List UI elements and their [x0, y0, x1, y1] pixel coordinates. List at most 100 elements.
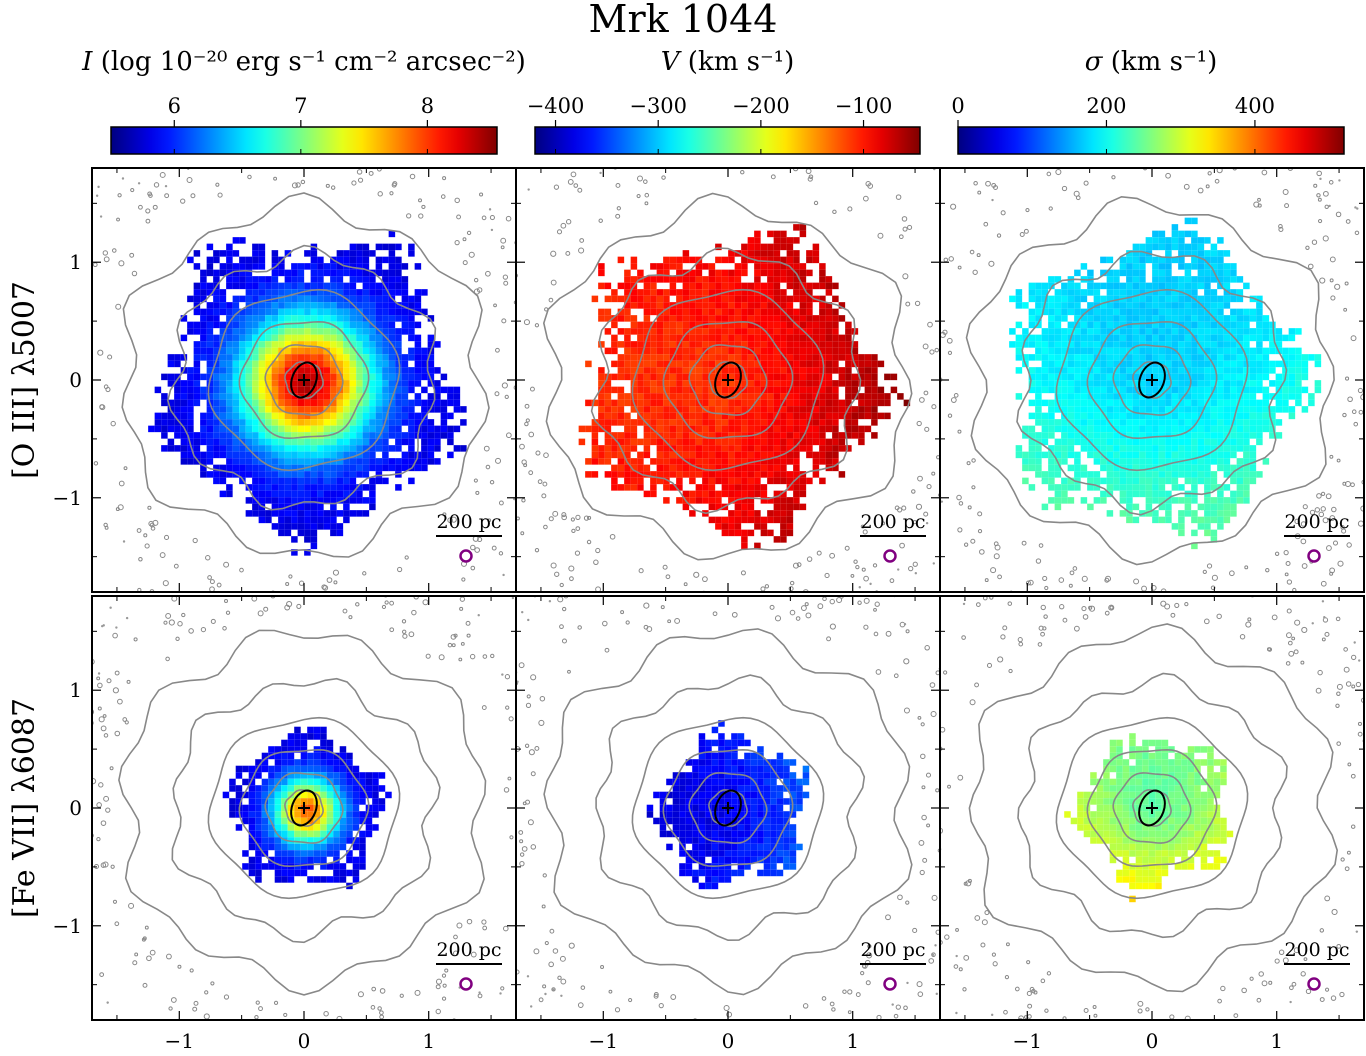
heat-pixel [682, 328, 690, 335]
heat-pixel [1119, 360, 1127, 368]
heat-pixel [773, 256, 781, 264]
heat-pixel [1178, 276, 1185, 283]
heat-pixel [213, 419, 220, 426]
heat-pixel [265, 289, 272, 296]
heat-pixel [336, 432, 344, 439]
heat-pixel [1197, 451, 1205, 459]
heat-pixel [1191, 380, 1198, 387]
noise-contour [519, 443, 525, 450]
heat-pixel [1061, 458, 1068, 465]
heat-pixel [624, 445, 631, 452]
heat-pixel [330, 308, 337, 316]
heat-pixel [375, 399, 383, 407]
heat-pixel [1269, 360, 1276, 368]
heat-pixel [421, 445, 428, 452]
noise-contour [509, 233, 514, 238]
heat-pixel [1132, 360, 1140, 368]
heat-pixel [1275, 328, 1283, 335]
heat-pixel [689, 458, 696, 465]
heat-pixel [1223, 334, 1231, 342]
noise-contour [984, 578, 989, 583]
noise-contour [813, 200, 819, 206]
heat-pixel [1152, 315, 1159, 322]
heat-pixel [663, 445, 670, 452]
heat-pixel [1178, 250, 1185, 257]
heat-pixel [721, 269, 729, 277]
heat-pixel [1106, 282, 1114, 290]
heat-pixel [1165, 237, 1172, 244]
heat-pixel [1165, 243, 1172, 251]
heat-pixel [1236, 321, 1244, 329]
heat-pixel [682, 432, 690, 439]
heat-pixel [851, 419, 859, 426]
heat-pixel [656, 295, 664, 303]
heat-pixel [200, 354, 207, 361]
heat-pixel [1236, 380, 1244, 387]
heat-pixel [773, 490, 781, 498]
heat-pixel [832, 406, 839, 413]
heat-pixel [728, 529, 735, 537]
heat-pixel [388, 276, 396, 283]
heat-pixel [663, 354, 670, 361]
heat-pixel [1230, 386, 1237, 394]
heat-pixel [1171, 464, 1179, 472]
heat-pixel [1145, 341, 1153, 348]
noise-contour [1346, 542, 1352, 548]
heat-pixel [226, 458, 233, 465]
noise-contour [1274, 551, 1280, 556]
panel-r0-c1: 200 pc [504, 167, 941, 615]
heat-pixel [643, 276, 651, 283]
heat-pixel [304, 432, 311, 439]
noise-contour [321, 584, 327, 590]
heat-pixel [832, 367, 839, 374]
heat-pixel [245, 360, 253, 368]
heat-pixel [611, 373, 618, 381]
noise-contour [249, 629, 252, 632]
heat-pixel [598, 282, 605, 290]
heat-pixel [682, 250, 690, 257]
heat-pixel [1184, 360, 1192, 368]
noise-contour [1316, 493, 1322, 499]
heat-pixel [1152, 451, 1159, 459]
heat-pixel [1158, 276, 1166, 283]
noise-contour [107, 354, 113, 360]
heat-pixel [1249, 432, 1257, 439]
noise-contour [504, 345, 507, 348]
heat-pixel [336, 445, 344, 452]
heat-pixel [1015, 451, 1023, 459]
heat-pixel [206, 269, 214, 277]
heat-pixel [252, 484, 259, 491]
heat-pixel [858, 393, 865, 400]
noise-contour [598, 218, 603, 223]
heat-pixel [1184, 458, 1192, 465]
heat-pixel [695, 315, 703, 322]
heat-pixel [187, 406, 194, 413]
heat-pixel [193, 250, 201, 257]
heat-pixel [200, 464, 207, 472]
heat-pixel [1171, 243, 1179, 251]
heat-pixel [232, 341, 240, 348]
heat-pixel [650, 308, 657, 316]
noise-contour [1133, 629, 1137, 633]
heat-pixel [317, 276, 324, 283]
heat-pixel [1093, 321, 1101, 329]
heat-pixel [1126, 399, 1133, 407]
heat-pixel [663, 471, 670, 478]
heat-pixel [832, 464, 839, 472]
heat-pixel [721, 386, 729, 394]
noise-contour [419, 158, 423, 162]
heat-pixel [669, 263, 677, 270]
heat-pixel [689, 354, 696, 361]
heat-pixel [1022, 341, 1029, 348]
heat-pixel [1152, 419, 1159, 426]
heat-pixel [793, 282, 800, 290]
heat-pixel [336, 334, 344, 342]
heat-pixel [747, 295, 755, 303]
heat-pixel [656, 464, 664, 472]
noise-contour [79, 400, 84, 405]
heat-pixel [460, 419, 467, 426]
noise-contour [397, 566, 403, 573]
heat-pixel [767, 412, 774, 420]
noise-contour [624, 611, 628, 615]
heat-pixel [297, 451, 305, 459]
